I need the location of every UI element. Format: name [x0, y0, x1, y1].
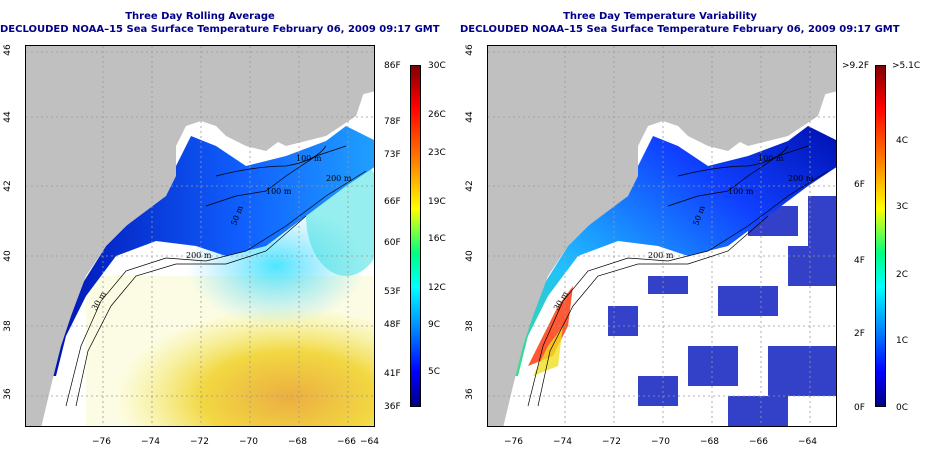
right-map-canvas: 200 m 100 m 100 m 200 m 50 m 30 m	[488, 46, 836, 426]
cbar-f-label: 0F	[854, 403, 865, 413]
cbar-c-label: 5C	[428, 367, 441, 377]
lat-tick: 40	[465, 250, 475, 262]
right-title-line2: DECLOUDED NOAA–15 Sea Surface Temperatur…	[460, 24, 900, 35]
lon-tick: −70	[651, 437, 670, 447]
lat-tick: 38	[3, 320, 13, 332]
cbar-c-label: 0C	[896, 403, 909, 413]
cbar-f-label: 60F	[384, 238, 401, 248]
cbar-c-label: >5.1C	[892, 61, 921, 71]
contour-label: 100 m	[296, 154, 322, 163]
cbar-c-label: 3C	[896, 202, 909, 212]
right-colorbar	[875, 65, 886, 407]
lat-tick: 36	[3, 388, 13, 400]
cbar-f-label: 86F	[384, 61, 401, 71]
left-title-line1: Three Day Rolling Average	[125, 11, 275, 22]
lon-tick: −64	[798, 437, 817, 447]
lon-tick: −66	[337, 437, 356, 447]
lon-tick: −68	[288, 437, 307, 447]
lon-tick: −64	[360, 437, 379, 447]
lat-lon-grid	[26, 46, 374, 426]
contour-label: 100 m	[758, 154, 784, 163]
shelf-water	[46, 126, 374, 376]
cbar-f-label: 6F	[854, 180, 865, 190]
lat-tick: 38	[465, 320, 475, 332]
lat-tick: 44	[3, 111, 13, 123]
cbar-f-label: 53F	[384, 287, 401, 297]
contour-label: 200 m	[648, 251, 674, 260]
cbar-c-label: 26C	[428, 110, 446, 120]
bathymetry-contours	[527, 145, 829, 407]
left-title-line2: DECLOUDED NOAA–15 Sea Surface Temperatur…	[0, 24, 440, 35]
lat-tick: 46	[465, 44, 475, 56]
lat-tick: 36	[465, 388, 475, 400]
right-title-line1: Three Day Temperature Variability	[563, 11, 757, 22]
lon-tick: −70	[239, 437, 258, 447]
shelf-variability	[508, 126, 836, 376]
lat-tick: 40	[3, 250, 13, 262]
cbar-c-label: 30C	[428, 61, 446, 71]
lat-tick: 42	[465, 180, 475, 192]
lon-tick: −66	[749, 437, 768, 447]
cbar-f-label: 4F	[854, 256, 865, 266]
lat-tick: 46	[3, 44, 13, 56]
contour-label: 200 m	[186, 251, 212, 260]
left-sst-map: 200 m 100 m 100 m 200 m 50 m 30 m	[25, 45, 375, 427]
contour-label: 200 m	[788, 174, 814, 183]
cbar-f-label: 73F	[384, 150, 401, 160]
lon-tick: −68	[700, 437, 719, 447]
bathymetry-contours	[65, 145, 367, 407]
lon-tick: −76	[504, 437, 523, 447]
cbar-f-label: >9.2F	[842, 61, 870, 71]
lat-lon-grid	[488, 46, 836, 426]
cbar-f-label: 66F	[384, 197, 401, 207]
left-colorbar	[410, 65, 421, 407]
lon-tick: −74	[141, 437, 160, 447]
high-variability-zone	[528, 286, 573, 366]
cbar-c-label: 19C	[428, 197, 446, 207]
cbar-f-label: 2F	[854, 329, 865, 339]
lat-tick: 44	[465, 111, 475, 123]
cbar-f-label: 36F	[384, 402, 401, 412]
left-map-canvas: 200 m 100 m 100 m 200 m 50 m 30 m	[26, 46, 374, 426]
cbar-c-label: 23C	[428, 148, 446, 158]
cbar-c-label: 16C	[428, 234, 446, 244]
variability-speckle	[608, 196, 836, 426]
cbar-f-label: 41F	[384, 369, 401, 379]
cbar-f-label: 48F	[384, 320, 401, 330]
lon-tick: −72	[602, 437, 621, 447]
cbar-f-label: 78F	[384, 117, 401, 127]
contour-label: 200 m	[326, 174, 352, 183]
lon-tick: −76	[92, 437, 111, 447]
cbar-c-label: 9C	[428, 320, 441, 330]
land-mass	[26, 46, 374, 426]
lat-tick: 42	[3, 180, 13, 192]
cbar-c-label: 4C	[896, 136, 909, 146]
contour-label: 100 m	[266, 187, 292, 196]
lon-tick: −74	[553, 437, 572, 447]
right-variability-map: 200 m 100 m 100 m 200 m 50 m 30 m	[487, 45, 837, 427]
cbar-c-label: 1C	[896, 336, 909, 346]
lon-tick: −72	[190, 437, 209, 447]
cbar-c-label: 2C	[896, 270, 909, 280]
cbar-c-label: 12C	[428, 283, 446, 293]
contour-label: 100 m	[728, 187, 754, 196]
land-mass	[488, 46, 836, 426]
